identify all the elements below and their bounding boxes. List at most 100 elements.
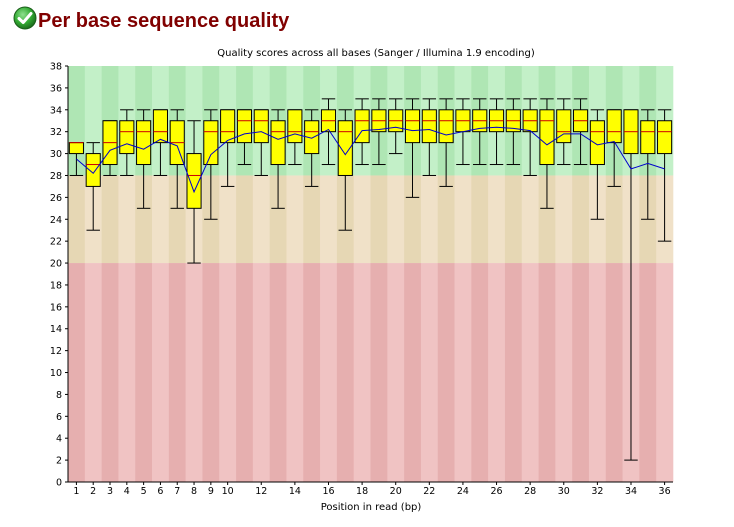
zone-warning-stripe <box>488 175 506 264</box>
zone-bad-stripe <box>353 263 371 482</box>
x-axis-label: Position in read (bp) <box>321 502 422 513</box>
iqr-box <box>85 153 101 187</box>
y-tick-label: 26 <box>50 193 62 204</box>
iqr-box <box>236 109 253 144</box>
zone-bad-stripe <box>135 263 153 482</box>
zone-bad-stripe <box>588 263 607 482</box>
iqr-box <box>589 120 605 166</box>
x-tick-label: 3 <box>107 486 113 497</box>
x-tick-label: 20 <box>390 486 402 497</box>
x-tick-label: 26 <box>490 486 502 497</box>
y-tick-label: 16 <box>50 302 62 313</box>
zone-bad-stripe <box>521 263 539 482</box>
x-tick-label: 10 <box>222 486 234 497</box>
iqr-box <box>606 109 622 144</box>
y-tick-label: 14 <box>50 324 62 335</box>
y-tick-label: 28 <box>50 171 62 182</box>
iqr-box <box>270 120 286 166</box>
zone-warning-stripe <box>269 175 287 264</box>
y-tick-label: 10 <box>50 368 62 379</box>
zone-bad-stripe <box>68 263 86 482</box>
x-tick-label: 4 <box>124 486 130 497</box>
zone-warning-stripe <box>538 175 556 264</box>
x-tick-label: 32 <box>591 486 603 497</box>
zone-bad-stripe <box>420 263 439 482</box>
zone-warning-stripe <box>572 175 590 264</box>
y-tick-label: 36 <box>50 83 62 94</box>
iqr-box <box>657 120 673 155</box>
y-tick-label: 22 <box>50 237 62 248</box>
y-tick-label: 24 <box>50 215 62 226</box>
zone-warning-stripe <box>252 175 270 264</box>
x-tick-label: 9 <box>208 486 214 497</box>
x-tick-label: 36 <box>659 486 671 497</box>
zone-warning-stripe <box>353 175 371 264</box>
y-tick-label: 18 <box>50 280 62 291</box>
iqr-box <box>421 109 437 144</box>
y-tick-label: 6 <box>56 412 62 423</box>
zone-bad-stripe <box>269 263 287 482</box>
zone-warning-stripe <box>152 175 170 264</box>
y-tick-label: 30 <box>50 149 62 160</box>
y-tick-label: 8 <box>56 390 62 401</box>
iqr-box <box>287 109 303 144</box>
median-layer <box>69 120 672 176</box>
mean-layer <box>76 126 665 194</box>
x-tick-label: 2 <box>90 486 96 497</box>
zone-bad-stripe <box>219 263 237 482</box>
zone-warning-stripe <box>420 175 439 264</box>
iqr-box <box>640 120 656 155</box>
zone-bad-stripe <box>236 263 254 482</box>
zone-bad-stripe <box>185 263 203 482</box>
x-tick-label: 12 <box>255 486 267 497</box>
zone-warning-stripe <box>320 175 338 264</box>
zone-bad-stripe <box>538 263 556 482</box>
iqr-box <box>304 120 320 155</box>
zone-bad-stripe <box>404 263 422 482</box>
x-tick-label: 1 <box>73 486 79 497</box>
zone-bad-stripe <box>84 263 102 482</box>
page-title: Per base sequence quality <box>38 9 290 32</box>
zone-bad-stripe <box>303 263 321 482</box>
zone-warning-stripe <box>504 175 523 264</box>
zone-bad-stripe <box>101 263 119 482</box>
module-header: Per base sequence quality <box>13 3 289 33</box>
zone-warning-stripe <box>286 175 304 264</box>
x-tick-label: 24 <box>457 486 469 497</box>
zone-warning-stripe <box>68 175 86 264</box>
y-tick-label: 2 <box>56 456 62 467</box>
zone-bad-stripe <box>639 263 657 482</box>
iqr-box <box>354 109 370 144</box>
x-tick-label: 7 <box>174 486 180 497</box>
x-tick-label: 22 <box>423 486 435 497</box>
zone-bad-stripe <box>605 263 623 482</box>
zone-warning-stripe <box>303 175 321 264</box>
zone-good-stripe <box>84 66 102 176</box>
zone-bad-stripe <box>572 263 590 482</box>
x-tick-label: 8 <box>191 486 197 497</box>
y-tick-label: 20 <box>50 259 62 270</box>
zone-warning-stripe <box>118 175 136 264</box>
zone-bad-stripe <box>152 263 170 482</box>
iqr-box <box>136 120 152 166</box>
zone-bad-stripe <box>504 263 523 482</box>
x-tick-label: 28 <box>524 486 536 497</box>
zone-warning-stripe <box>605 175 623 264</box>
zone-bad-stripe <box>286 263 304 482</box>
y-tick-label: 12 <box>50 346 62 357</box>
iqr-box <box>203 120 219 166</box>
zone-bad-stripe <box>387 263 405 482</box>
zone-warning-stripe <box>370 175 388 264</box>
zone-bad-stripe <box>118 263 136 482</box>
zone-bad-stripe <box>656 263 674 482</box>
zone-warning-stripe <box>236 175 254 264</box>
chart-title: Quality scores across all bases (Sanger … <box>217 48 535 59</box>
zone-bad-stripe <box>370 263 388 482</box>
y-tick-label: 32 <box>50 127 62 138</box>
zone-warning-stripe <box>168 175 186 264</box>
x-tick-label: 18 <box>356 486 368 497</box>
y-tick-label: 0 <box>56 478 62 489</box>
x-tick-label: 34 <box>625 486 637 497</box>
